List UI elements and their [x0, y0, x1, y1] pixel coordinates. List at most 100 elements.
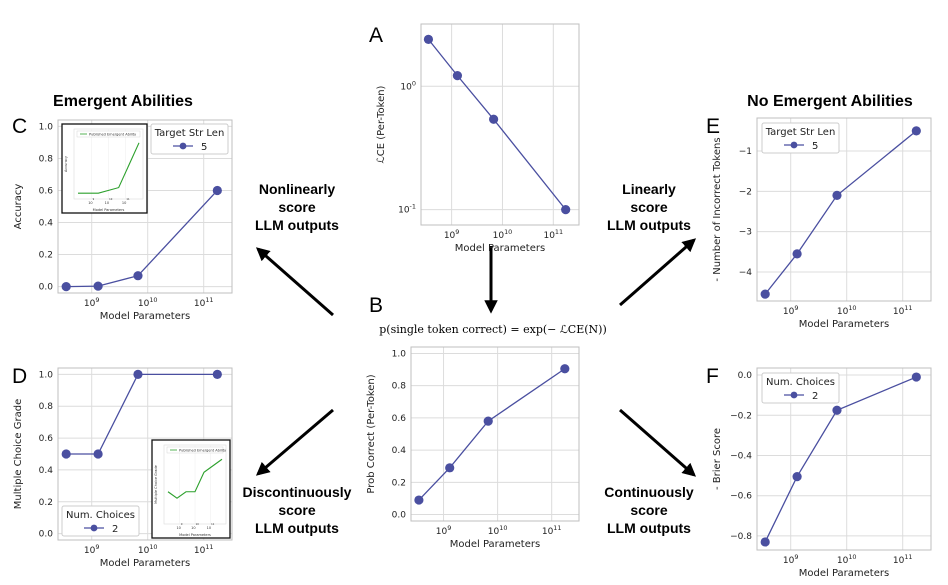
- series-line: [427, 38, 567, 210]
- data-point: [445, 463, 455, 473]
- arrow-label-line: LLM outputs: [607, 520, 691, 536]
- data-point: [832, 190, 842, 200]
- inset-legend-label: Published Emergent Ability: [179, 448, 226, 452]
- plot-frame: [420, 23, 580, 226]
- legend-box: [761, 372, 840, 404]
- inset-chart: Published Emergent Ability 109 1010 1011 Mod…: [151, 439, 231, 539]
- x-axis-label: Model Parameters: [799, 568, 889, 579]
- plot-frame: [756, 367, 932, 551]
- y-axis-label: Multiple Choice Grade: [13, 399, 24, 509]
- y-tick-label: 1.0: [39, 370, 54, 380]
- x-tick-label: 1010: [138, 543, 158, 556]
- data-point: [414, 495, 424, 505]
- y-tick-label: 0.8: [39, 402, 54, 412]
- data-point: [483, 416, 493, 426]
- x-tick-label: 1011: [194, 296, 214, 309]
- data-point: [561, 204, 571, 215]
- inset-series-line: [78, 142, 140, 194]
- arrow-label-line: score: [630, 199, 668, 215]
- x-tick-label: 109: [84, 543, 100, 556]
- arrow-label-top-right: Linearly score LLM outputs: [607, 181, 691, 233]
- legend-box: [150, 123, 229, 155]
- inset-frame: [61, 123, 148, 214]
- x-tick-label: 109: [444, 228, 460, 241]
- inset-y-axis-label: Multiple Choice Grade: [154, 465, 158, 504]
- plot-frame: [57, 367, 233, 541]
- arrow-to-f: [619, 408, 697, 477]
- y-tick-label: 0.0: [39, 283, 54, 293]
- panel-letter: A: [369, 24, 383, 47]
- panel-letter: E: [706, 115, 720, 138]
- x-tick-label: 1010: [138, 296, 158, 309]
- legend-label: 5: [812, 141, 818, 152]
- y-axis-label: Accuracy: [13, 184, 24, 230]
- formula: p(single token correct) = exp(− ℒCE(N)): [379, 323, 606, 336]
- data-point: [760, 537, 770, 547]
- series-line: [764, 376, 917, 543]
- data-point: [212, 185, 222, 196]
- heading-no-emergent: No Emergent Abilities: [747, 93, 913, 110]
- arrow-to-e: [619, 238, 697, 307]
- plot-frame: [410, 346, 580, 522]
- x-tick-label: 1010: [837, 304, 857, 317]
- legend-box: [761, 122, 840, 154]
- arrow-label-line: LLM outputs: [255, 217, 339, 233]
- chart-e: E 109 1010 1011 −4 −3 −2 −1 Model Parameters - Nu…: [706, 115, 932, 330]
- x-axis-label: Model Parameters: [100, 311, 190, 322]
- data-point: [61, 449, 71, 459]
- arrow-label-bottom-right: Continuously score LLM outputs: [604, 484, 694, 536]
- y-tick-label: −0.2: [730, 411, 752, 421]
- data-point: [760, 289, 770, 299]
- y-tick-label: 0.0: [392, 511, 407, 521]
- arrow-label-top-left: Nonlinearly score LLM outputs: [255, 181, 339, 233]
- y-tick-label: 0.6: [392, 414, 407, 424]
- x-tick-label: 1011: [542, 524, 562, 537]
- chart-d: D 109 1010 1011 0.0 0.2 0.4 0.6 0.8 1.0 Model Para…: [12, 365, 233, 569]
- inset-legend-label: Published Emergent Ability: [89, 132, 136, 136]
- data-point: [832, 405, 842, 415]
- y-axis-label: - Number of Incorrect Tokens: [712, 137, 723, 281]
- arrow-label-line: Continuously: [604, 484, 694, 500]
- y-tick-label: −0.4: [730, 451, 752, 461]
- legend-label: 2: [112, 524, 118, 535]
- y-tick-label: 0.4: [39, 219, 54, 229]
- chart-a: A 109 1010 1011 100 10-1 Model Parameters ℒCE (…: [369, 23, 580, 254]
- data-point: [93, 281, 103, 291]
- inset-x-tick-label: 1011: [207, 522, 215, 530]
- chart-f: F 109 1010 1011 0.0 −0.2 −0.4 −0.6 −0.8 Model Par…: [706, 365, 932, 579]
- arrow-label-line: Discontinuously: [243, 484, 352, 500]
- arrow-to-c: [255, 247, 334, 317]
- legend-title: Target Str Len: [765, 127, 836, 138]
- y-tick-label: −0.8: [730, 532, 752, 542]
- legend-marker: [790, 141, 798, 149]
- x-tick-label: 1010: [488, 524, 508, 537]
- arrow-label-bottom-left: Discontinuously score LLM outputs: [243, 484, 352, 536]
- y-tick-label: 0.2: [39, 251, 53, 261]
- data-point: [93, 449, 103, 459]
- legend: Num. Choices 2: [61, 505, 140, 537]
- data-point: [792, 249, 802, 259]
- plot-frame: [756, 117, 932, 302]
- y-axis-label: - Brier Score: [712, 428, 723, 490]
- legend: Target Str Len 5: [150, 123, 229, 155]
- arrow-label-line: score: [278, 199, 316, 215]
- y-tick-label: 0.2: [39, 498, 53, 508]
- y-tick-label: −1: [739, 147, 752, 157]
- y-tick-label: 100: [400, 79, 416, 92]
- x-tick-label: 109: [783, 304, 799, 317]
- series-line: [66, 373, 218, 455]
- data-point: [489, 114, 499, 124]
- plot-frame: [57, 119, 233, 294]
- x-tick-label: 1011: [893, 553, 913, 566]
- data-point: [911, 372, 921, 382]
- series-line: [66, 190, 218, 288]
- legend: Target Str Len 5: [761, 122, 840, 154]
- inset-x-tick-label: 1011: [122, 197, 130, 205]
- y-tick-label: 10-1: [398, 203, 416, 216]
- legend-title: Target Str Len: [154, 128, 225, 139]
- inset-x-tick-label: 1010: [191, 522, 199, 530]
- legend-label: 2: [812, 391, 818, 402]
- legend: Num. Choices 2: [761, 372, 840, 404]
- y-tick-label: 0.2: [392, 478, 406, 488]
- chart-b: B 109 1010 1011 0.0 0.2 0.4 0.6 0.8 1.0 Model Para…: [366, 294, 580, 550]
